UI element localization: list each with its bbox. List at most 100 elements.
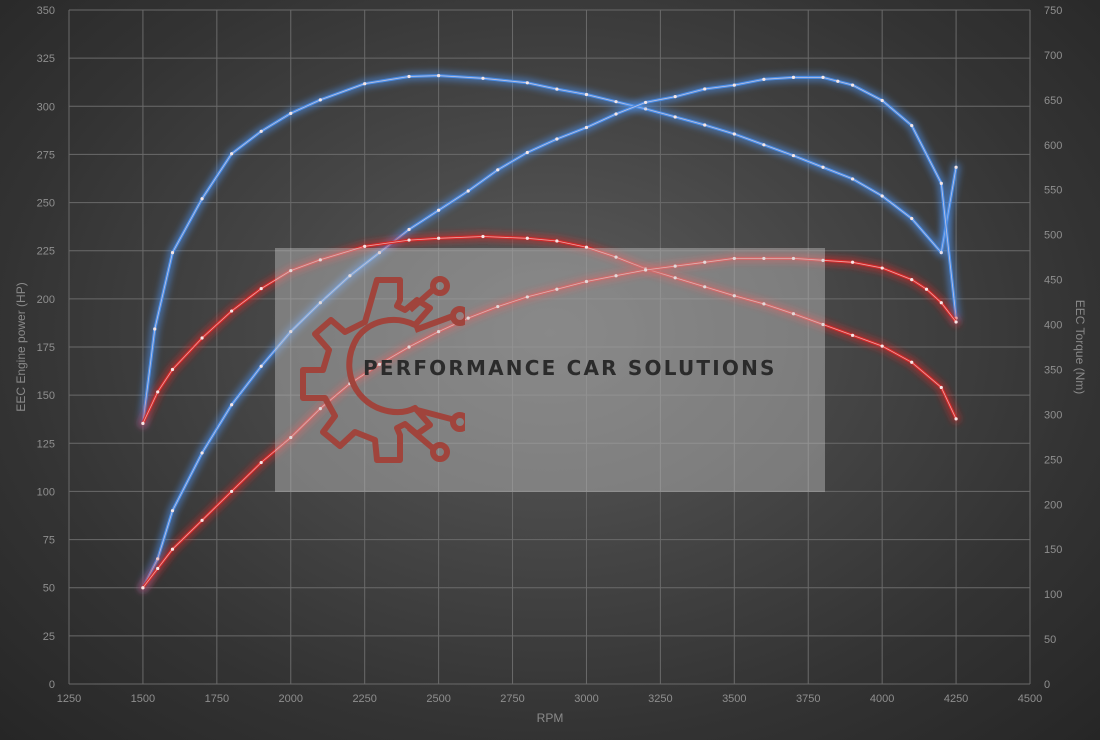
data-point bbox=[156, 557, 160, 561]
x-axis-ticks: 1250 1500 1750 2000 2250 2500 2750 3000 3250 3500… bbox=[57, 693, 1042, 705]
data-point bbox=[614, 255, 618, 259]
x-tick-label: 1500 bbox=[131, 693, 155, 705]
data-point bbox=[200, 336, 204, 340]
data-point bbox=[703, 285, 707, 289]
data-point bbox=[170, 251, 175, 255]
data-point bbox=[673, 276, 677, 280]
data-point bbox=[289, 269, 293, 273]
data-point bbox=[673, 264, 677, 268]
data-point bbox=[481, 76, 485, 80]
data-point bbox=[141, 421, 145, 425]
right-y-tick-label: 650 bbox=[1044, 95, 1062, 107]
left-y-tick-label: 325 bbox=[37, 53, 55, 65]
data-point bbox=[525, 236, 529, 240]
data-point bbox=[910, 216, 914, 221]
data-point bbox=[614, 274, 618, 278]
left-y-axis-title: EEC Engine power (HP) bbox=[14, 282, 28, 411]
grid-lines bbox=[68, 9, 1031, 685]
data-point bbox=[821, 258, 825, 262]
right-y-tick-label: 350 bbox=[1044, 364, 1062, 376]
data-point bbox=[939, 251, 943, 255]
data-point bbox=[910, 360, 914, 364]
data-point bbox=[732, 294, 736, 298]
right-y-tick-label: 700 bbox=[1044, 50, 1062, 62]
left-y-tick-label: 75 bbox=[43, 535, 55, 547]
data-point bbox=[732, 83, 736, 87]
data-point bbox=[673, 115, 677, 119]
x-tick-label: 3500 bbox=[722, 693, 746, 705]
left-y-tick-label: 225 bbox=[37, 246, 55, 258]
x-tick-label: 2750 bbox=[500, 693, 524, 705]
data-point bbox=[880, 98, 884, 103]
series-3 bbox=[138, 232, 961, 428]
x-tick-label: 1750 bbox=[205, 693, 229, 705]
brand-watermark-text: PERFORMANCE CAR SOLUTIONS bbox=[363, 356, 777, 380]
data-point bbox=[850, 177, 855, 181]
watermark-overlay: PERFORMANCE CAR SOLUTIONS bbox=[275, 248, 825, 492]
right-y-tick-label: 500 bbox=[1044, 230, 1062, 242]
right-y-tick-label: 200 bbox=[1044, 499, 1062, 511]
data-point bbox=[289, 111, 293, 115]
left-y-tick-label: 250 bbox=[37, 198, 55, 210]
data-point bbox=[924, 287, 929, 291]
gear-circuit-logo-icon bbox=[300, 276, 465, 463]
data-point bbox=[644, 107, 648, 111]
series-highlight bbox=[142, 236, 957, 424]
right-y-tick-label: 100 bbox=[1044, 589, 1062, 601]
data-point bbox=[910, 123, 914, 128]
data-point bbox=[141, 586, 145, 590]
data-point bbox=[673, 95, 677, 99]
left-y-tick-label: 175 bbox=[37, 342, 55, 354]
data-point bbox=[821, 75, 825, 79]
left-y-tick-label: 25 bbox=[43, 631, 55, 643]
data-point bbox=[939, 385, 943, 390]
data-point bbox=[836, 79, 840, 83]
data-point bbox=[703, 123, 707, 127]
data-point bbox=[850, 333, 855, 337]
x-tick-label: 2000 bbox=[279, 693, 303, 705]
data-point bbox=[880, 344, 884, 348]
data-point bbox=[289, 435, 293, 440]
x-tick-label: 4500 bbox=[1018, 693, 1042, 705]
data-point bbox=[850, 260, 855, 264]
data-point bbox=[377, 362, 382, 366]
right-y-tick-label: 450 bbox=[1044, 275, 1062, 287]
data-point bbox=[437, 74, 441, 78]
data-point bbox=[230, 403, 234, 407]
right-y-tick-label: 400 bbox=[1044, 320, 1062, 332]
left-y-tick-label: 125 bbox=[37, 438, 55, 450]
data-point bbox=[496, 168, 500, 172]
data-point bbox=[153, 327, 157, 331]
data-point bbox=[259, 286, 263, 291]
series-2 bbox=[138, 72, 961, 593]
data-point bbox=[555, 87, 559, 91]
data-point bbox=[762, 143, 766, 147]
left-y-tick-label: 150 bbox=[37, 390, 55, 402]
data-point bbox=[407, 74, 411, 79]
data-point bbox=[200, 197, 204, 201]
data-point bbox=[230, 309, 234, 313]
data-point bbox=[555, 239, 559, 243]
data-point bbox=[525, 150, 529, 155]
data-point bbox=[954, 320, 958, 324]
data-point bbox=[407, 345, 411, 349]
data-point bbox=[318, 258, 322, 262]
data-point bbox=[318, 98, 322, 102]
left-y-tick-label: 0 bbox=[49, 679, 55, 691]
data-point bbox=[584, 279, 589, 284]
right-y-tick-label: 300 bbox=[1044, 409, 1062, 421]
data-point bbox=[762, 77, 766, 81]
data-point bbox=[584, 245, 589, 249]
data-point bbox=[644, 268, 648, 272]
data-point bbox=[230, 152, 234, 156]
right-y-axis-title: EEC Torque (Nm) bbox=[1073, 300, 1087, 394]
data-point bbox=[762, 256, 766, 261]
data-point bbox=[407, 227, 411, 232]
data-point bbox=[466, 316, 470, 320]
right-y-tick-label: 750 bbox=[1044, 5, 1062, 17]
series-highlight bbox=[142, 75, 957, 424]
data-point bbox=[910, 278, 914, 282]
left-y-tick-label: 300 bbox=[37, 101, 55, 113]
